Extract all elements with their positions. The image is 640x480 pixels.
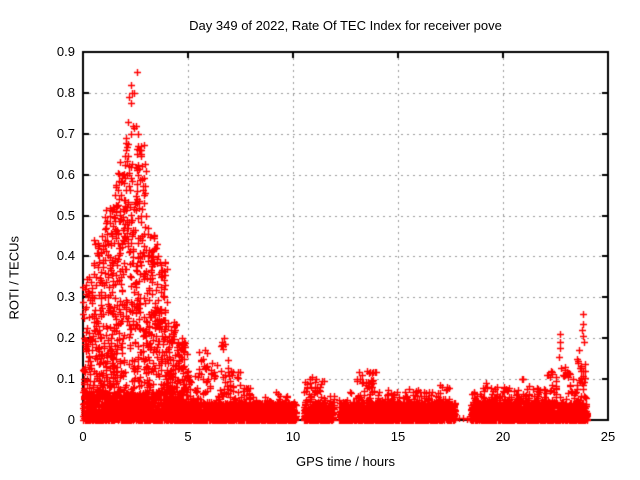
y-tick-label: 0.9 bbox=[56, 44, 75, 59]
x-tick-label: 0 bbox=[79, 429, 87, 444]
x-tick-label: 10 bbox=[285, 429, 301, 444]
y-tick-label: 0 bbox=[67, 412, 75, 427]
chart-title: Day 349 of 2022, Rate Of TEC Index for r… bbox=[189, 18, 502, 33]
y-tick-label: 0.7 bbox=[56, 125, 75, 141]
x-tick-label: 20 bbox=[495, 429, 511, 444]
y-tick-label: 0.2 bbox=[56, 330, 75, 346]
y-tick-label: 0.6 bbox=[56, 166, 75, 182]
y-tick-label: 0.4 bbox=[56, 248, 75, 264]
x-tick-label: 25 bbox=[600, 429, 616, 444]
y-tick-label: 0.1 bbox=[56, 371, 75, 387]
x-tick-label: 5 bbox=[184, 429, 192, 444]
x-tick-label: 15 bbox=[390, 429, 406, 444]
y-tick-label: 0.3 bbox=[56, 289, 75, 305]
x-axis-label: GPS time / hours bbox=[296, 454, 395, 469]
y-tick-label: 0.5 bbox=[56, 207, 75, 223]
y-tick-label: 0.8 bbox=[56, 84, 75, 100]
